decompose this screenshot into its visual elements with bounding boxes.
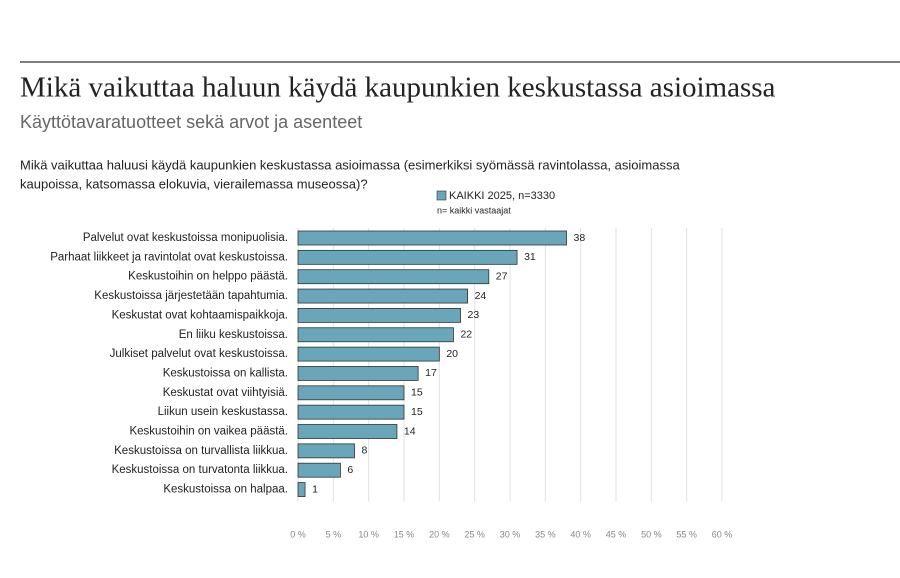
value-label: 20 xyxy=(446,348,458,360)
value-label: 8 xyxy=(362,445,368,457)
x-tick-label: 30 % xyxy=(500,529,521,539)
category-label: Parhaat liikkeet ja ravintolat ovat kesk… xyxy=(50,251,288,263)
category-label: Keskustoihin on vaikea päästä. xyxy=(129,426,288,438)
legend-label: KAIKKI 2025, n=3330 xyxy=(449,190,555,202)
x-tick-label: 35 % xyxy=(535,529,556,539)
x-tick-label: 15 % xyxy=(394,529,415,539)
bar xyxy=(297,346,440,362)
value-label: 6 xyxy=(347,464,353,476)
x-tick-label: 40 % xyxy=(570,529,591,539)
value-label: 38 xyxy=(574,232,586,244)
value-label: 14 xyxy=(404,425,416,437)
x-tick-label: 25 % xyxy=(464,529,485,539)
chart-note: n= kaikki vastaajat xyxy=(437,205,511,215)
category-label: Keskustoissa on halpaa. xyxy=(163,484,288,496)
bar xyxy=(297,482,306,497)
bar xyxy=(297,404,405,420)
category-label: Liikun usein keskustassa. xyxy=(158,406,288,418)
x-tick-label: 20 % xyxy=(429,529,450,539)
category-label: Keskustoissa on turvatonta liikkua. xyxy=(112,464,288,476)
bar xyxy=(297,366,419,381)
chart-title: Mikä vaikuttaa haluusi käydä kaupunkien … xyxy=(20,157,680,172)
bar xyxy=(297,269,490,285)
category-label: Keskustoissa on turvallista liikkua. xyxy=(114,445,288,457)
value-label: 15 xyxy=(411,387,423,399)
value-label: 23 xyxy=(468,309,480,321)
value-label: 1 xyxy=(312,483,318,495)
legend-swatch xyxy=(436,190,447,201)
page-subtitle: Käyttötavaratuotteet sekä arvot ja asent… xyxy=(20,112,362,132)
bar xyxy=(297,288,469,304)
value-label: 15 xyxy=(411,406,423,418)
bar xyxy=(297,307,461,323)
category-label: Julkiset palvelut ovat keskustoissa. xyxy=(110,348,288,360)
x-tick-label: 55 % xyxy=(676,529,697,539)
bar xyxy=(297,327,454,343)
value-label: 31 xyxy=(524,251,536,263)
value-label: 27 xyxy=(496,270,508,282)
bar xyxy=(297,249,518,265)
x-tick-label: 50 % xyxy=(641,529,662,539)
value-label: 24 xyxy=(475,290,487,302)
page-title: Mikä vaikuttaa haluun käydä kaupunkien k… xyxy=(20,72,776,104)
bar xyxy=(297,385,405,401)
category-label: En liiku keskustoissa. xyxy=(179,329,288,341)
category-label: Keskustat ovat kohtaamispaikkoja. xyxy=(112,309,288,321)
value-label: 22 xyxy=(460,329,472,341)
x-tick-label: 5 % xyxy=(326,529,342,539)
category-label: Keskustoissa järjestetään tapahtumia. xyxy=(94,290,288,302)
bar xyxy=(297,462,341,478)
x-tick-label: 10 % xyxy=(358,529,379,539)
x-tick-label: 60 % xyxy=(712,529,733,539)
category-label: Palvelut ovat keskustoissa monipuolisia. xyxy=(83,232,288,244)
x-tick-label: 45 % xyxy=(606,529,627,539)
bar xyxy=(297,230,567,246)
category-label: Keskustoihin on helppo päästä. xyxy=(128,271,288,283)
value-label: 17 xyxy=(425,367,437,379)
category-label: Keskustat ovat viihtyisiä. xyxy=(163,387,288,399)
x-tick-label: 0 % xyxy=(290,529,306,539)
bar xyxy=(297,424,398,439)
bar xyxy=(297,443,355,459)
category-label: Keskustoissa on kallista. xyxy=(163,367,288,379)
chart-title: kaupoissa, katsomassa elokuvia, vieraile… xyxy=(20,176,368,191)
